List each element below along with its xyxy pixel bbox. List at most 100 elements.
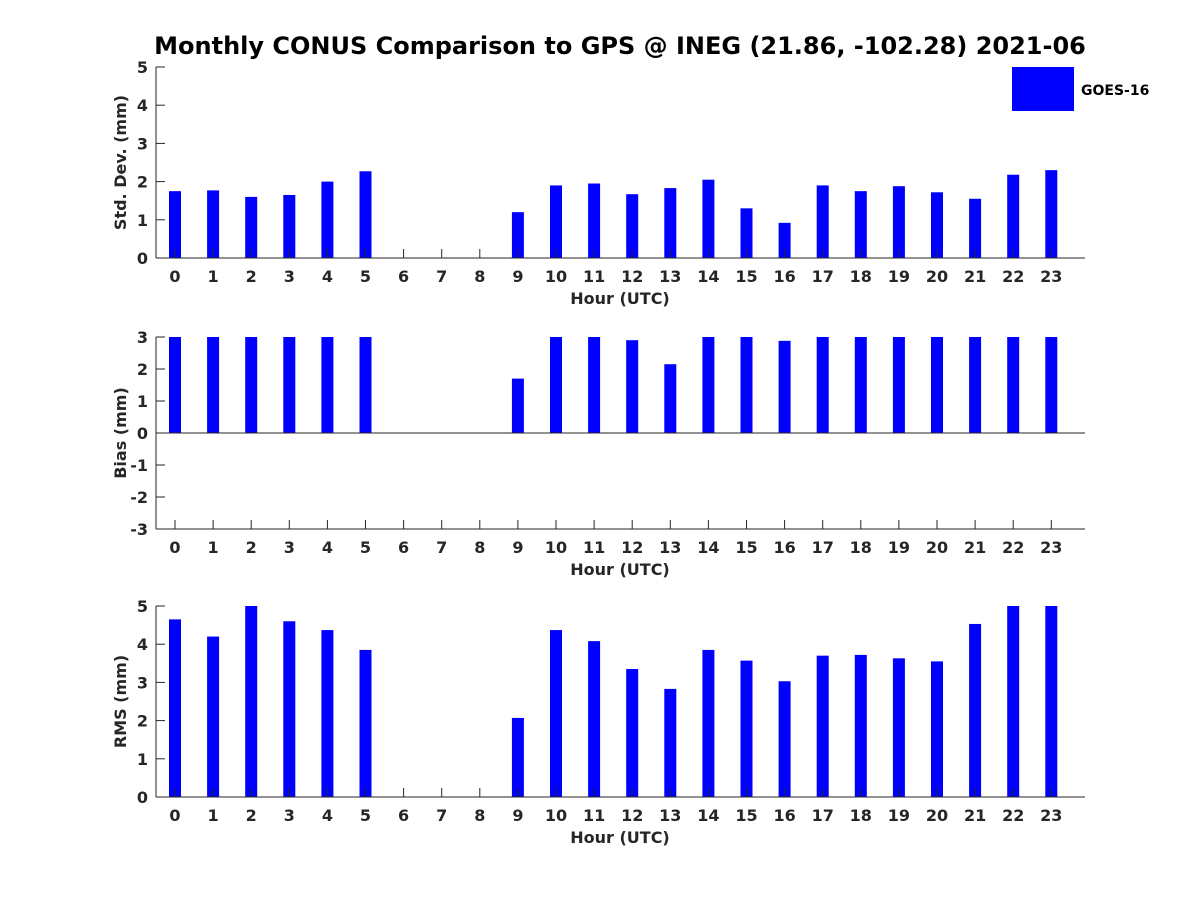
x-tick-label: 14: [697, 267, 719, 286]
bar: [359, 649, 372, 797]
x-tick-label: 2: [246, 538, 257, 557]
x-tick-label: 5: [360, 538, 371, 557]
y-tick-label: 3: [137, 328, 148, 347]
x-tick-label: 18: [850, 267, 872, 286]
x-tick-label: 22: [1002, 267, 1024, 286]
chart-title: Monthly CONUS Comparison to GPS @ INEG (…: [154, 32, 1086, 60]
x-tick-label: 10: [545, 538, 567, 557]
x-tick-label: 2: [246, 806, 257, 825]
bar: [1045, 337, 1058, 433]
x-tick-label: 1: [208, 538, 219, 557]
bar: [321, 630, 334, 797]
y-tick-label: 1: [137, 392, 148, 411]
x-tick-label: 8: [474, 806, 485, 825]
x-tick-label: 13: [659, 538, 681, 557]
x-tick-label: 20: [926, 806, 948, 825]
x-axis-label: Hour (UTC): [570, 560, 670, 579]
x-tick-label: 16: [773, 806, 795, 825]
bar: [169, 337, 181, 433]
x-tick-label: 15: [735, 806, 757, 825]
x-tick-label: 13: [659, 267, 681, 286]
y-axis-label: RMS (mm): [111, 655, 130, 748]
bar: [854, 191, 867, 258]
y-tick-label: 3: [137, 673, 148, 692]
x-tick-label: 7: [436, 267, 447, 286]
x-tick-label: 1: [208, 806, 219, 825]
bar: [550, 337, 562, 433]
bar: [664, 364, 677, 433]
bar: [359, 171, 372, 258]
x-tick-label: 0: [169, 538, 180, 557]
legend: GOES-16: [1012, 67, 1149, 111]
x-tick-label: 20: [926, 267, 948, 286]
x-tick-label: 12: [621, 538, 643, 557]
bar: [626, 340, 639, 433]
y-tick-label: 2: [137, 360, 148, 379]
y-tick-label: 2: [137, 173, 148, 192]
y-tick-label: -2: [130, 488, 148, 507]
x-tick-label: 4: [322, 806, 333, 825]
bar: [588, 337, 601, 433]
bar: [740, 208, 753, 258]
bar: [816, 185, 829, 258]
bar: [1007, 174, 1020, 258]
bar: [1007, 606, 1020, 797]
x-tick-label: 21: [964, 267, 986, 286]
x-tick-label: 12: [621, 267, 643, 286]
bar: [283, 621, 296, 797]
x-tick-label: 15: [735, 267, 757, 286]
bar: [626, 669, 639, 797]
y-axis-label: Bias (mm): [111, 387, 130, 479]
y-tick-label: 4: [137, 635, 148, 654]
y-tick-label: 0: [137, 788, 148, 807]
x-tick-label: 7: [436, 538, 447, 557]
y-tick-label: 1: [137, 750, 148, 769]
x-tick-label: 2: [246, 267, 257, 286]
x-tick-label: 4: [322, 267, 333, 286]
x-tick-label: 18: [850, 806, 872, 825]
y-tick-label: 4: [137, 96, 148, 115]
bar: [664, 188, 677, 258]
bar: [664, 688, 677, 797]
bar: [321, 337, 334, 433]
bar: [778, 681, 791, 797]
x-axis-label: Hour (UTC): [570, 289, 670, 308]
x-tick-label: 13: [659, 806, 681, 825]
bar: [931, 661, 943, 797]
bar: [245, 606, 258, 797]
x-tick-label: 3: [284, 806, 295, 825]
x-tick-label: 22: [1002, 806, 1024, 825]
bar: [245, 196, 258, 258]
x-tick-label: 5: [360, 267, 371, 286]
x-tick-label: 6: [398, 538, 409, 557]
y-tick-label: -3: [130, 520, 148, 539]
bar: [1007, 337, 1020, 433]
y-tick-label: 5: [137, 597, 148, 616]
bar: [778, 222, 791, 258]
x-tick-label: 16: [773, 267, 795, 286]
x-tick-label: 17: [812, 267, 834, 286]
x-tick-label: 22: [1002, 538, 1024, 557]
bar: [702, 649, 715, 797]
bar: [969, 623, 982, 797]
y-tick-label: 5: [137, 58, 148, 77]
bar: [207, 190, 220, 258]
bar: [626, 194, 639, 258]
bar: [816, 655, 829, 797]
x-tick-label: 5: [360, 806, 371, 825]
x-tick-label: 1: [208, 267, 219, 286]
bar: [892, 658, 905, 797]
x-axis-label: Hour (UTC): [570, 828, 670, 847]
x-tick-label: 8: [474, 538, 485, 557]
x-tick-label: 8: [474, 267, 485, 286]
bar: [969, 198, 982, 258]
x-tick-label: 20: [926, 538, 948, 557]
bar: [588, 641, 601, 797]
x-tick-label: 4: [322, 538, 333, 557]
bar: [245, 337, 258, 433]
y-tick-label: 2: [137, 712, 148, 731]
